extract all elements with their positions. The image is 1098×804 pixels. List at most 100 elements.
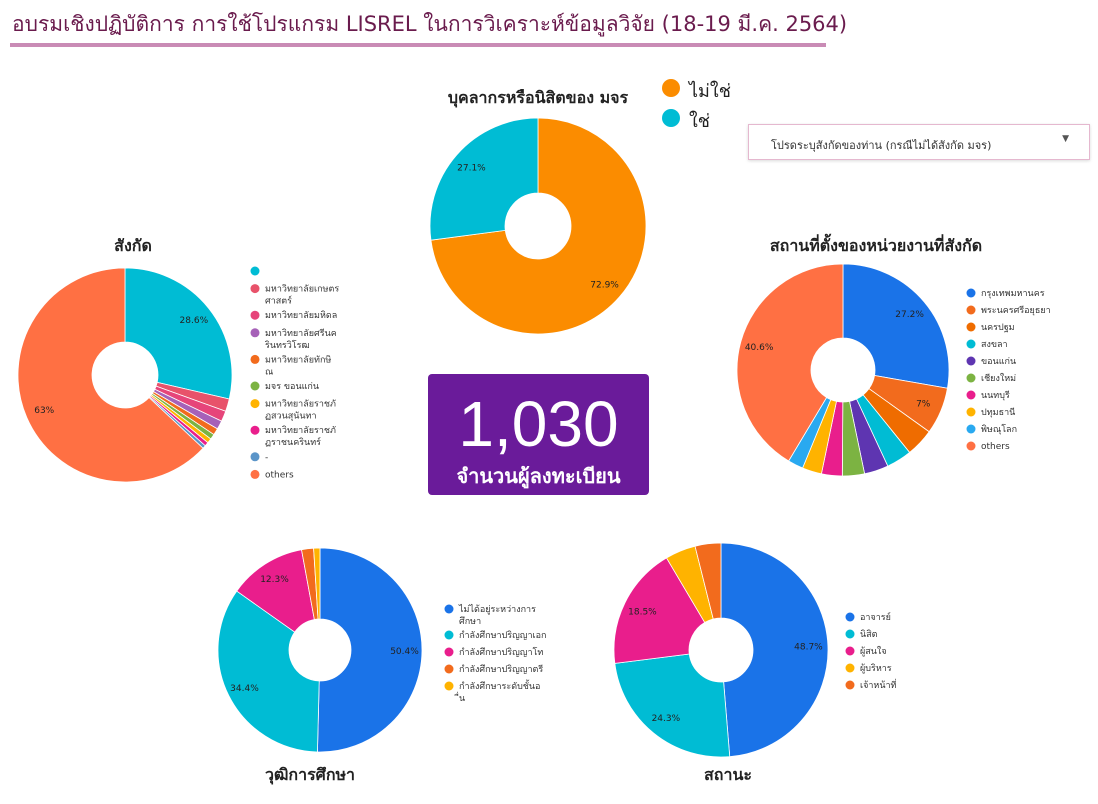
location-legend-label-6[interactable]: นนทบุรี bbox=[981, 390, 1010, 401]
status-data-label-2: 18.5% bbox=[628, 608, 657, 618]
education-legend-label-2[interactable]: กำลังศึกษาปริญญาโท bbox=[459, 647, 543, 658]
personnel-data-label-0: 72.9% bbox=[590, 280, 619, 290]
affiliation-legend-label-8[interactable]: - bbox=[265, 453, 268, 463]
affiliation-legend-label-9[interactable]: others bbox=[265, 470, 294, 480]
affiliation-chart-title: สังกัด bbox=[114, 236, 152, 255]
status-legend-label-0[interactable]: อาจารย์ bbox=[860, 611, 891, 623]
location-data-label-9: 40.6% bbox=[745, 343, 774, 353]
affiliation-filter-dropdown[interactable]: โปรดระบุสังกัดของท่าน (กรณีไม่ได้สังกัด … bbox=[748, 124, 1090, 160]
location-legend-label-0[interactable]: กรุงเทพมหานคร bbox=[981, 289, 1045, 299]
affiliation-legend-label-3[interactable]: มหาวิทยาลัยศรีนค bbox=[265, 328, 337, 339]
affiliation-legend-swatch-1 bbox=[250, 284, 260, 294]
location-data-label-1: 7% bbox=[916, 400, 931, 410]
location-legend-label-7[interactable]: ปทุมธานี bbox=[981, 407, 1015, 418]
kpi-value: 1,030 bbox=[458, 388, 619, 460]
header: อบรมเชิงปฏิบัติการ การใช้โปรแกรม LISREL … bbox=[0, 0, 1098, 60]
status-legend-swatch-3 bbox=[845, 663, 855, 673]
personnel-chart-title: บุคลากรหรือนิสิตของ มจร bbox=[448, 88, 629, 108]
status-data-label-0: 48.7% bbox=[794, 642, 823, 652]
location-legend-label-2[interactable]: นครปฐม bbox=[981, 323, 1015, 333]
location-legend-label-1[interactable]: พระนครศรีอยุธยา bbox=[981, 305, 1051, 316]
location-legend-label-3[interactable]: สงขลา bbox=[981, 340, 1008, 350]
affiliation-legend-label-1[interactable]: ศาสตร์ bbox=[265, 295, 292, 307]
education-legend-label-3[interactable]: กำลังศึกษาปริญญาตรี bbox=[459, 664, 543, 675]
location-legend-swatch-1 bbox=[966, 305, 976, 315]
affiliation-legend-swatch-0 bbox=[250, 266, 260, 276]
affiliation-legend-swatch-8 bbox=[250, 452, 260, 462]
status-chart: สถานะ 48.7% 24.3% 18.5% อาจารย์นิสิตผู้สนใจผ… bbox=[613, 542, 897, 784]
personnel-slice-1[interactable] bbox=[429, 117, 539, 241]
personnel-slice-0[interactable] bbox=[430, 117, 647, 335]
status-chart-title: สถานะ bbox=[704, 765, 752, 784]
affiliation-legend-label-5[interactable]: มจร ขอนแก่น bbox=[265, 382, 319, 392]
location-slice-9[interactable] bbox=[736, 263, 844, 462]
affiliation-legend-label-1[interactable]: มหาวิทยาลัยเกษตร bbox=[265, 284, 339, 295]
affiliation-legend-label-7[interactable]: มหาวิทยาลัยราชภั bbox=[265, 425, 336, 436]
location-legend-swatch-7 bbox=[966, 407, 976, 417]
education-legend-label-0[interactable]: ไม่ได้อยู่ระหว่างการ bbox=[458, 604, 536, 615]
page-title: อบรมเชิงปฏิบัติการ การใช้โปรแกรม LISREL … bbox=[12, 12, 848, 36]
education-slice-1[interactable] bbox=[217, 590, 320, 753]
affiliation-legend-label-6[interactable]: ฏสวนสุนันทา bbox=[265, 412, 317, 422]
status-slice-0[interactable] bbox=[720, 542, 829, 758]
location-legend-label-5[interactable]: เชียงใหม่ bbox=[981, 373, 1016, 384]
education-legend-swatch-1 bbox=[444, 630, 454, 640]
personnel-data-label-1: 27.1% bbox=[457, 164, 486, 174]
affiliation-slice-0[interactable] bbox=[124, 267, 233, 400]
status-data-label-1: 24.3% bbox=[652, 714, 681, 724]
education-legend-label-0[interactable]: ศึกษา bbox=[459, 616, 481, 627]
status-legend-label-1[interactable]: นิสิต bbox=[860, 629, 878, 640]
location-legend-label-4[interactable]: ขอนแก่น bbox=[981, 357, 1016, 367]
education-data-label-1: 34.4% bbox=[230, 684, 259, 694]
affiliation-legend-label-2[interactable]: มหาวิทยาลัยมหิดล bbox=[265, 310, 337, 321]
education-data-label-2: 12.3% bbox=[260, 575, 289, 585]
education-data-label-0: 50.4% bbox=[390, 647, 419, 657]
location-legend-swatch-8 bbox=[966, 424, 976, 434]
affiliation-legend-swatch-6 bbox=[250, 399, 260, 409]
affiliation-legend-swatch-5 bbox=[250, 381, 260, 391]
education-legend-swatch-4 bbox=[444, 681, 454, 691]
location-legend-label-9[interactable]: others bbox=[981, 442, 1010, 452]
legend-swatch-no bbox=[662, 79, 680, 97]
education-slice-0[interactable] bbox=[317, 547, 423, 753]
affiliation-legend-swatch-4 bbox=[250, 354, 260, 364]
affiliation-legend-label-6[interactable]: มหาวิทยาลัยราชภั bbox=[265, 399, 336, 410]
dropdown-label: โปรดระบุสังกัดของท่าน (กรณีไม่ได้สังกัด … bbox=[771, 139, 992, 152]
location-chart: สถานที่ตั้งของหน่วยงานที่สังกัด 27.2% 7% 40… bbox=[736, 233, 1051, 477]
status-legend-label-4[interactable]: เจ้าหน้าที่ bbox=[860, 678, 897, 691]
status-legend-label-2[interactable]: ผู้สนใจ bbox=[860, 646, 887, 657]
personnel-chart: บุคลากรหรือนิสิตของ มจร 72.9% 27.1% bbox=[429, 88, 647, 335]
affiliation-data-label-9: 63% bbox=[34, 406, 54, 416]
legend-label-yes: ใช่ bbox=[689, 111, 711, 132]
education-legend-label-4[interactable]: กำลังศึกษาระดับชั้นอ bbox=[459, 679, 540, 692]
affiliation-legend-swatch-3 bbox=[250, 328, 260, 338]
status-slice-1[interactable] bbox=[614, 653, 731, 758]
education-legend-swatch-2 bbox=[444, 647, 454, 657]
affiliation-legend-label-4[interactable]: มหาวิทยาลัยทักษิ bbox=[265, 354, 331, 365]
title-underline bbox=[10, 43, 826, 47]
status-legend-label-3[interactable]: ผู้บริหาร bbox=[860, 663, 892, 674]
affiliation-slice-9[interactable] bbox=[17, 267, 204, 483]
affiliation-chart: สังกัด 28.6% 63% มหาวิทยาลัยเกษตรศาสตร์มหาว… bbox=[17, 236, 339, 483]
location-legend-swatch-6 bbox=[966, 390, 976, 400]
affiliation-legend-label-7[interactable]: ฏราชนครินทร์ bbox=[265, 436, 321, 448]
affiliation-legend-swatch-7 bbox=[250, 425, 260, 435]
education-legend-swatch-0 bbox=[444, 604, 454, 614]
status-slice-4[interactable] bbox=[694, 542, 722, 620]
education-legend-swatch-3 bbox=[444, 664, 454, 674]
status-legend-swatch-2 bbox=[845, 646, 855, 656]
location-slice-0[interactable] bbox=[842, 263, 950, 389]
affiliation-legend-label-3[interactable]: รินทรวิโรฒ bbox=[265, 340, 310, 351]
affiliation-legend-label-4[interactable]: ณ bbox=[265, 367, 273, 377]
education-slice-4[interactable] bbox=[313, 547, 321, 620]
location-legend-swatch-0 bbox=[966, 288, 976, 298]
education-legend-label-1[interactable]: กำลังศึกษาปริญญาเอก bbox=[459, 630, 546, 641]
status-legend-swatch-4 bbox=[845, 680, 855, 690]
status-legend-swatch-0 bbox=[845, 612, 855, 622]
location-legend-swatch-2 bbox=[966, 322, 976, 332]
location-legend-label-8[interactable]: พิษณุโลก bbox=[981, 424, 1017, 435]
education-legend-label-4[interactable]: ื่น bbox=[454, 691, 465, 704]
registrant-count-scorecard: 1,030 จำนวนผู้ลงทะเบียน bbox=[428, 374, 649, 495]
chevron-down-icon: ▼ bbox=[1062, 134, 1069, 144]
